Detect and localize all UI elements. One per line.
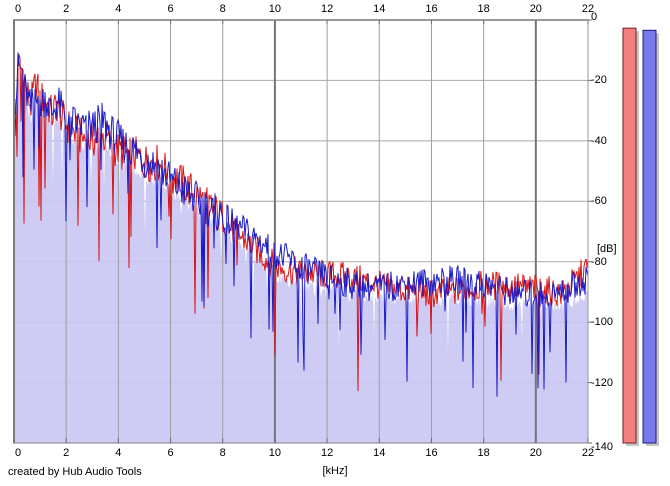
x-tick-label-top: 18	[477, 3, 490, 15]
y-tick-label: -120	[591, 376, 614, 389]
x-tick-label-bottom: 8	[219, 447, 226, 459]
x-tick-label-bottom: 14	[373, 447, 386, 459]
x-tick-label-bottom: 12	[320, 447, 334, 459]
x-tick-label-top: 10	[268, 3, 282, 15]
x-tick-label-bottom: 0	[14, 447, 22, 459]
x-tick-label-top: 22	[581, 3, 595, 15]
y-tick-label: -80	[591, 255, 607, 268]
x-tick-label-bottom: 22	[581, 447, 595, 459]
x-tick-label-top: 16	[425, 3, 438, 15]
credit-text: created by Hub Audio Tools	[8, 466, 142, 478]
x-axis-unit-label: [kHz]	[322, 465, 348, 477]
x-tick-label-top: 0	[14, 3, 22, 15]
x-tick-label-bottom: 4	[115, 447, 122, 459]
y-axis-unit-label: [dB]	[597, 243, 617, 255]
x-tick-label-bottom: 2	[63, 447, 70, 459]
x-tick-label-top: 20	[529, 3, 542, 15]
y-tick-label: -140	[591, 441, 614, 453]
left-peak-meter	[622, 27, 637, 444]
x-tick-label-top: 12	[320, 3, 334, 15]
x-tick-label-bottom: 10	[268, 447, 282, 459]
x-tick-label-bottom: 6	[167, 447, 174, 459]
x-tick-label-bottom: 20	[529, 447, 542, 459]
x-tick-label-top: 6	[167, 3, 174, 15]
x-tick-label-bottom: 16	[425, 447, 438, 459]
x-tick-label-bottom: 18	[477, 447, 490, 459]
x-tick-label-top: 14	[373, 3, 386, 15]
y-tick-label: -60	[591, 195, 607, 208]
x-tick-label-top: 2	[63, 3, 70, 15]
right-peak-meter	[642, 29, 657, 444]
y-tick-label: -20	[591, 74, 607, 87]
y-tick-label: -100	[591, 316, 614, 329]
x-tick-label-top: 8	[219, 3, 226, 15]
x-tick-label-top: 4	[115, 3, 122, 15]
y-tick-label: -40	[591, 134, 607, 147]
y-tick-label: 0	[591, 11, 598, 23]
